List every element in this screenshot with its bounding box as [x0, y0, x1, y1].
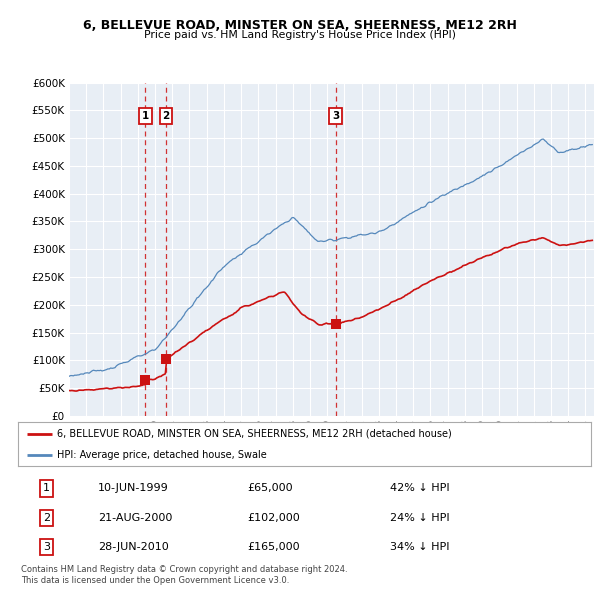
Text: 10-JUN-1999: 10-JUN-1999 [98, 483, 169, 493]
Text: Contains HM Land Registry data © Crown copyright and database right 2024.: Contains HM Land Registry data © Crown c… [21, 565, 347, 574]
Text: £102,000: £102,000 [247, 513, 300, 523]
Text: 3: 3 [43, 542, 50, 552]
Text: 2: 2 [163, 111, 170, 121]
Text: 24% ↓ HPI: 24% ↓ HPI [391, 513, 450, 523]
Text: 1: 1 [43, 483, 50, 493]
Text: 1: 1 [142, 111, 149, 121]
Text: 28-JUN-2010: 28-JUN-2010 [98, 542, 169, 552]
Text: 2: 2 [43, 513, 50, 523]
Text: HPI: Average price, detached house, Swale: HPI: Average price, detached house, Swal… [57, 450, 267, 460]
Text: 6, BELLEVUE ROAD, MINSTER ON SEA, SHEERNESS, ME12 2RH: 6, BELLEVUE ROAD, MINSTER ON SEA, SHEERN… [83, 19, 517, 32]
Text: 21-AUG-2000: 21-AUG-2000 [98, 513, 173, 523]
Text: 34% ↓ HPI: 34% ↓ HPI [391, 542, 450, 552]
Text: 6, BELLEVUE ROAD, MINSTER ON SEA, SHEERNESS, ME12 2RH (detached house): 6, BELLEVUE ROAD, MINSTER ON SEA, SHEERN… [57, 429, 452, 439]
Text: Price paid vs. HM Land Registry's House Price Index (HPI): Price paid vs. HM Land Registry's House … [144, 30, 456, 40]
Text: 42% ↓ HPI: 42% ↓ HPI [391, 483, 450, 493]
Text: This data is licensed under the Open Government Licence v3.0.: This data is licensed under the Open Gov… [21, 576, 289, 585]
Text: £165,000: £165,000 [247, 542, 300, 552]
Text: £65,000: £65,000 [247, 483, 293, 493]
Text: 3: 3 [332, 111, 339, 121]
